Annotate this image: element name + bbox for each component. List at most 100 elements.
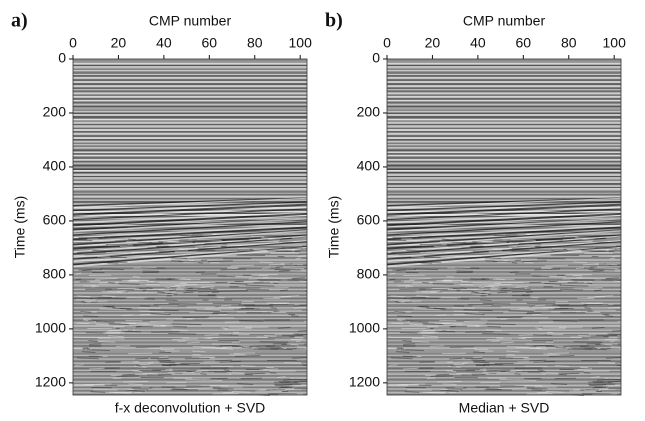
seismic-trace [387,119,621,120]
seismic-trace [387,348,621,349]
seismic-trace [387,152,621,153]
seismic-trace [73,309,307,310]
noise [422,323,443,326]
noise [430,375,453,377]
seismic-trace [73,67,307,68]
seismic-trace [73,111,307,112]
noise [421,281,430,284]
noise [447,390,461,392]
noise [387,254,399,257]
noise [472,241,482,243]
noise [413,308,441,311]
seismic-trace [387,239,621,240]
seismic-trace [387,157,621,158]
seismic-trace [387,369,621,370]
reflector [72,211,308,224]
noise [422,335,438,338]
noise [493,286,515,289]
noise [281,247,303,250]
seismic-trace [73,129,307,130]
seismic-trace [73,124,307,125]
seismic-trace [73,161,307,162]
seismic-trace [387,300,621,301]
seismic-trace [73,249,307,250]
noise [518,242,542,245]
seismic-trace [387,161,621,162]
seismic-trace [73,239,307,240]
seismic-trace [387,383,621,384]
seismic-trace [387,341,621,342]
reflector [72,240,308,258]
seismic-trace [73,148,307,149]
noise [552,319,578,322]
seismic-trace [73,269,307,270]
seismic-trace [387,121,621,122]
seismic-trace [73,234,307,235]
noise [389,364,398,366]
reflector [72,208,308,221]
noise [450,365,456,367]
noise [215,359,232,362]
noise [149,309,179,312]
noise [120,322,146,325]
seismic-trace [73,317,307,318]
seismic-trace [387,363,621,364]
y-tick-label: 1000 [349,320,380,336]
seismic-trace [73,196,307,197]
noise [554,365,570,367]
reflector [72,206,308,218]
noise [404,391,420,393]
seismic-trace [387,229,621,230]
seismic-trace [73,192,307,193]
noise [518,333,545,336]
noise [264,334,277,337]
noise [567,347,598,350]
x-tick-label: 20 [425,35,441,51]
seismic-trace [73,91,307,92]
noise [221,327,228,330]
seismic-trace [387,199,621,200]
noise [86,279,101,282]
seismic-trace [73,303,307,304]
seismic-trace [73,126,307,127]
noise [291,236,308,239]
seismic-trace [73,168,307,169]
seismic-trace [387,334,621,335]
seismic-trace [73,330,307,331]
noise [453,287,461,290]
seismic-trace [387,98,621,99]
seismic-trace [387,104,621,105]
seismic-trace [73,98,307,99]
noise [120,245,135,248]
seismic-trace [73,379,307,380]
seismic-image [72,59,308,397]
noise [196,239,222,241]
noise [133,361,160,363]
seismic-trace [73,374,307,375]
seismic-trace [387,168,621,169]
noise [137,241,153,244]
seismic-trace [73,203,307,204]
seismic-trace [387,83,621,84]
noise [613,280,622,283]
noise [510,308,536,311]
reflector [72,235,308,253]
seismic-trace [387,307,621,308]
noise [446,276,455,278]
seismic-trace [387,226,621,227]
seismic-trace [73,314,307,315]
seismic-trace [387,71,621,72]
noise [261,311,287,314]
seismic-trace [387,374,621,375]
seismic-trace [387,366,621,367]
seismic-trace [387,284,621,285]
seismic-trace [387,388,621,389]
seismic-trace [387,163,621,164]
seismic-trace [387,318,621,319]
seismic-trace [73,305,307,306]
noise [278,380,308,383]
seismic-trace [387,346,621,347]
seismic-trace [387,102,621,103]
noise [82,383,105,386]
noise [473,361,490,364]
